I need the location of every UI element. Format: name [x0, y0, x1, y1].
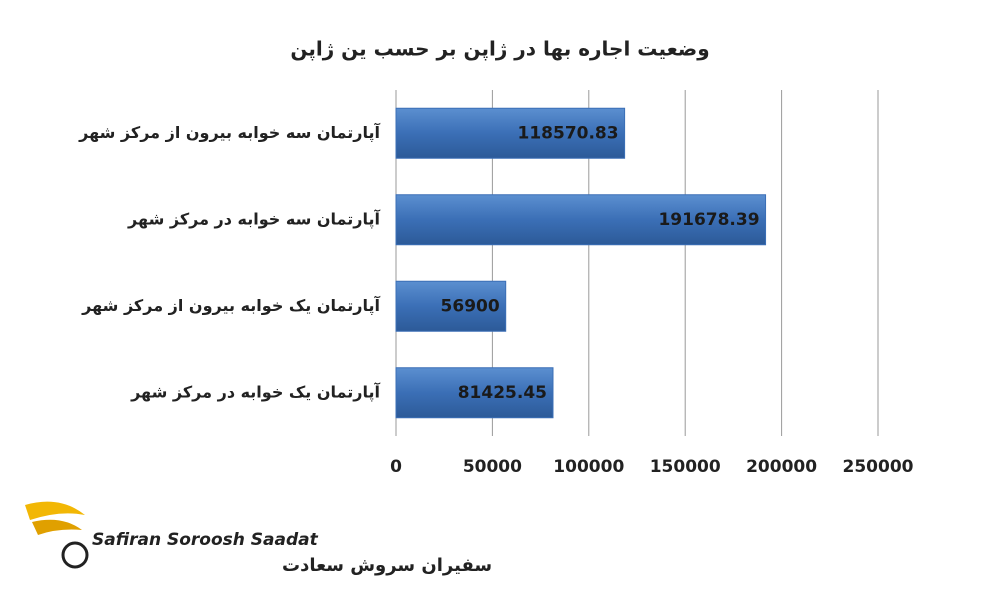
y-tick-label: آپارتمان سه خوابه بیرون از مرکز شهر [78, 122, 380, 143]
y-tick-label: آپارتمان یک خوابه در مرکز شهر [130, 381, 380, 402]
bar [395, 280, 507, 332]
logo-wing [32, 519, 82, 535]
x-tick-label: 50000 [463, 457, 522, 477]
value-label: 56900 [441, 296, 500, 316]
logo: Safiran Soroosh Saadat سفیران سروش سعادت [25, 501, 492, 576]
logo-persian: سفیران سروش سعادت [282, 555, 492, 576]
x-tick-label: 150000 [650, 457, 721, 477]
x-tick-label: 250000 [843, 457, 914, 477]
value-label: 191678.39 [658, 210, 759, 230]
bar [395, 194, 767, 246]
value-label: 118570.83 [518, 123, 619, 143]
y-tick-label: آپارتمان سه خوابه در مرکز شهر [127, 208, 380, 229]
chart-title: وضعیت اجاره بها در ژاپن بر حسب ین ژاپن [290, 37, 709, 62]
x-tick-label: 200000 [746, 457, 817, 477]
value-label: 81425.45 [458, 383, 547, 403]
x-tick-label: 100000 [553, 457, 624, 477]
logo-mark [61, 541, 89, 569]
logo-latin: Safiran Soroosh Saadat [92, 530, 319, 550]
bar [395, 367, 554, 419]
logo-wing [25, 501, 85, 520]
bar [395, 107, 626, 159]
y-tick-label: آپارتمان یک خوابه بیرون از مرکز شهر [81, 295, 380, 316]
x-tick-label: 0 [390, 457, 402, 477]
